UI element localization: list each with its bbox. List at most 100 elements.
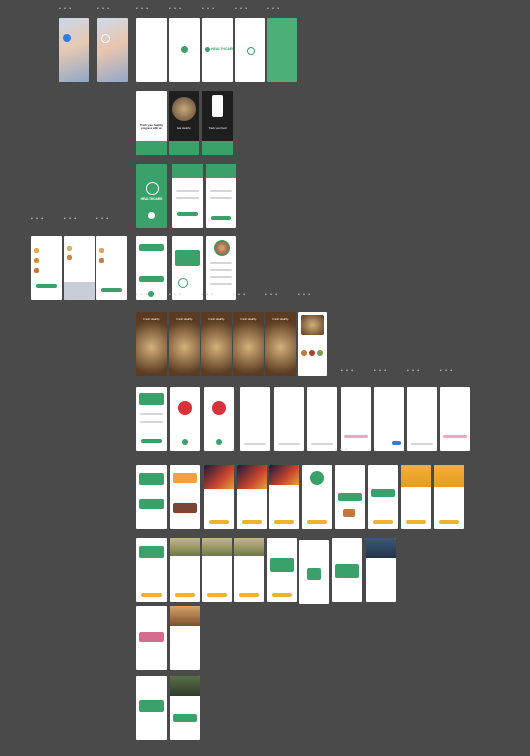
content-3-hero [204,465,234,489]
list-a-button[interactable] [36,284,57,288]
frame-label: • • • [59,6,73,12]
activity-8-hero [366,538,396,558]
activity-5-button[interactable] [272,593,292,597]
onboarding-3-title: Track your food [208,127,227,130]
login-1-field-b[interactable] [176,197,199,199]
content-4-button[interactable] [242,520,262,524]
list-c-thumb-1 [99,248,104,253]
content-3 [204,465,234,529]
food-2: Fresh Healthy [169,312,200,376]
content-5-button[interactable] [274,520,294,524]
activity-1-card [139,546,164,558]
onboarding-2: Eat Healthy [169,91,199,155]
play-ring-icon[interactable] [101,34,110,43]
content-9-button[interactable] [406,520,426,524]
profile-row-2[interactable] [210,269,232,271]
article-2 [170,606,200,670]
food-2-header: Fresh Healthy [176,318,193,321]
food-detail-thumb-2 [309,350,315,356]
mic-button[interactable] [216,439,222,445]
content-2-orange [173,473,197,483]
chat-1-input[interactable] [244,443,266,445]
content-10 [434,465,464,529]
food-detail [298,312,327,376]
activity-6-image [307,568,321,580]
login-2-submit-button[interactable] [211,216,231,220]
profile-row-4[interactable] [210,283,232,285]
onboarding-2-green-base [169,141,199,155]
list-c-thumb-2 [99,258,104,263]
activity-4-hero [234,538,264,556]
list-a [31,236,62,300]
content-3-button[interactable] [209,520,229,524]
login-2-field-b[interactable] [210,197,232,199]
list-a-thumb-2 [34,258,39,263]
content-1 [136,465,167,529]
chat-3-input[interactable] [311,443,333,445]
food-detail-thumb-3 [317,350,323,356]
food-detail-photo [301,315,324,335]
chat-5 [374,387,404,451]
content-9-hero [401,465,431,487]
content-1-card [139,473,164,485]
play-icon[interactable] [63,34,71,42]
list-b-keyboard[interactable] [64,282,95,300]
chat-7-chip-row[interactable] [443,435,467,438]
login-2 [206,164,236,228]
apple-mascot-icon [212,401,226,415]
profile-row-3[interactable] [210,276,232,278]
list-b-thumb-1 [67,246,72,251]
article-4-card [173,714,197,722]
chat-4 [341,387,371,451]
chat-6-input[interactable] [411,443,433,445]
activity-1 [136,538,167,602]
onboarding-1-green-base [136,141,167,155]
start-button[interactable] [148,212,155,219]
frame-intro-blur-1 [59,18,89,82]
food-3: Fresh Healthy [201,312,232,376]
activity-5-card [270,558,294,572]
mascot-home-row-2[interactable] [140,421,163,423]
brand-splash-green: HEALTHCARE [136,164,167,228]
onboarding-2-photo [172,97,196,121]
dashboard-2-ring [178,278,188,288]
content-2 [170,465,200,529]
login-2-field-a[interactable] [210,190,232,192]
activity-3-button[interactable] [207,593,227,597]
activity-5 [267,538,297,602]
chat-2-input[interactable] [278,443,300,445]
chat-5-send[interactable] [392,441,401,445]
avatar[interactable] [214,240,230,256]
login-1-field-a[interactable] [176,190,199,192]
activity-4-button[interactable] [239,593,259,597]
profile-row-1[interactable] [210,262,232,264]
dashboard-2 [172,236,203,300]
content-6-button[interactable] [307,520,327,524]
activity-2 [170,538,200,602]
onboarding-3-phone [212,95,223,117]
mic-button[interactable] [182,439,188,445]
list-b-thumb-2 [67,255,72,260]
dashboard-1-fab[interactable] [148,291,154,297]
onboarding-1: Track your healthy progress with us [136,91,167,155]
activity-2-button[interactable] [175,593,195,597]
activity-1-button[interactable] [141,593,162,597]
chat-4-chip-row[interactable] [344,435,368,438]
food-5: Fresh Healthy [265,312,296,376]
article-3-card [139,700,164,712]
mascot-home-row-1[interactable] [140,413,163,415]
frame-logo-small [169,18,200,82]
content-8-button[interactable] [373,520,393,524]
mascot-home-button[interactable] [141,439,162,443]
list-c-button[interactable] [101,288,122,292]
splash-brand-text: HEALTHCARE [211,47,233,51]
onboarding-1-title: Track your healthy progress with us [140,124,163,130]
apple-mascot-icon [178,401,192,415]
content-10-button[interactable] [439,520,459,524]
dashboard-1 [136,236,167,300]
dashboard-1-card [139,276,164,282]
login-1-submit-button[interactable] [177,212,198,216]
food-3-header: Fresh Healthy [208,318,225,321]
food-1: Fresh Healthy [136,312,167,376]
dashboard-2-chart [175,250,200,266]
